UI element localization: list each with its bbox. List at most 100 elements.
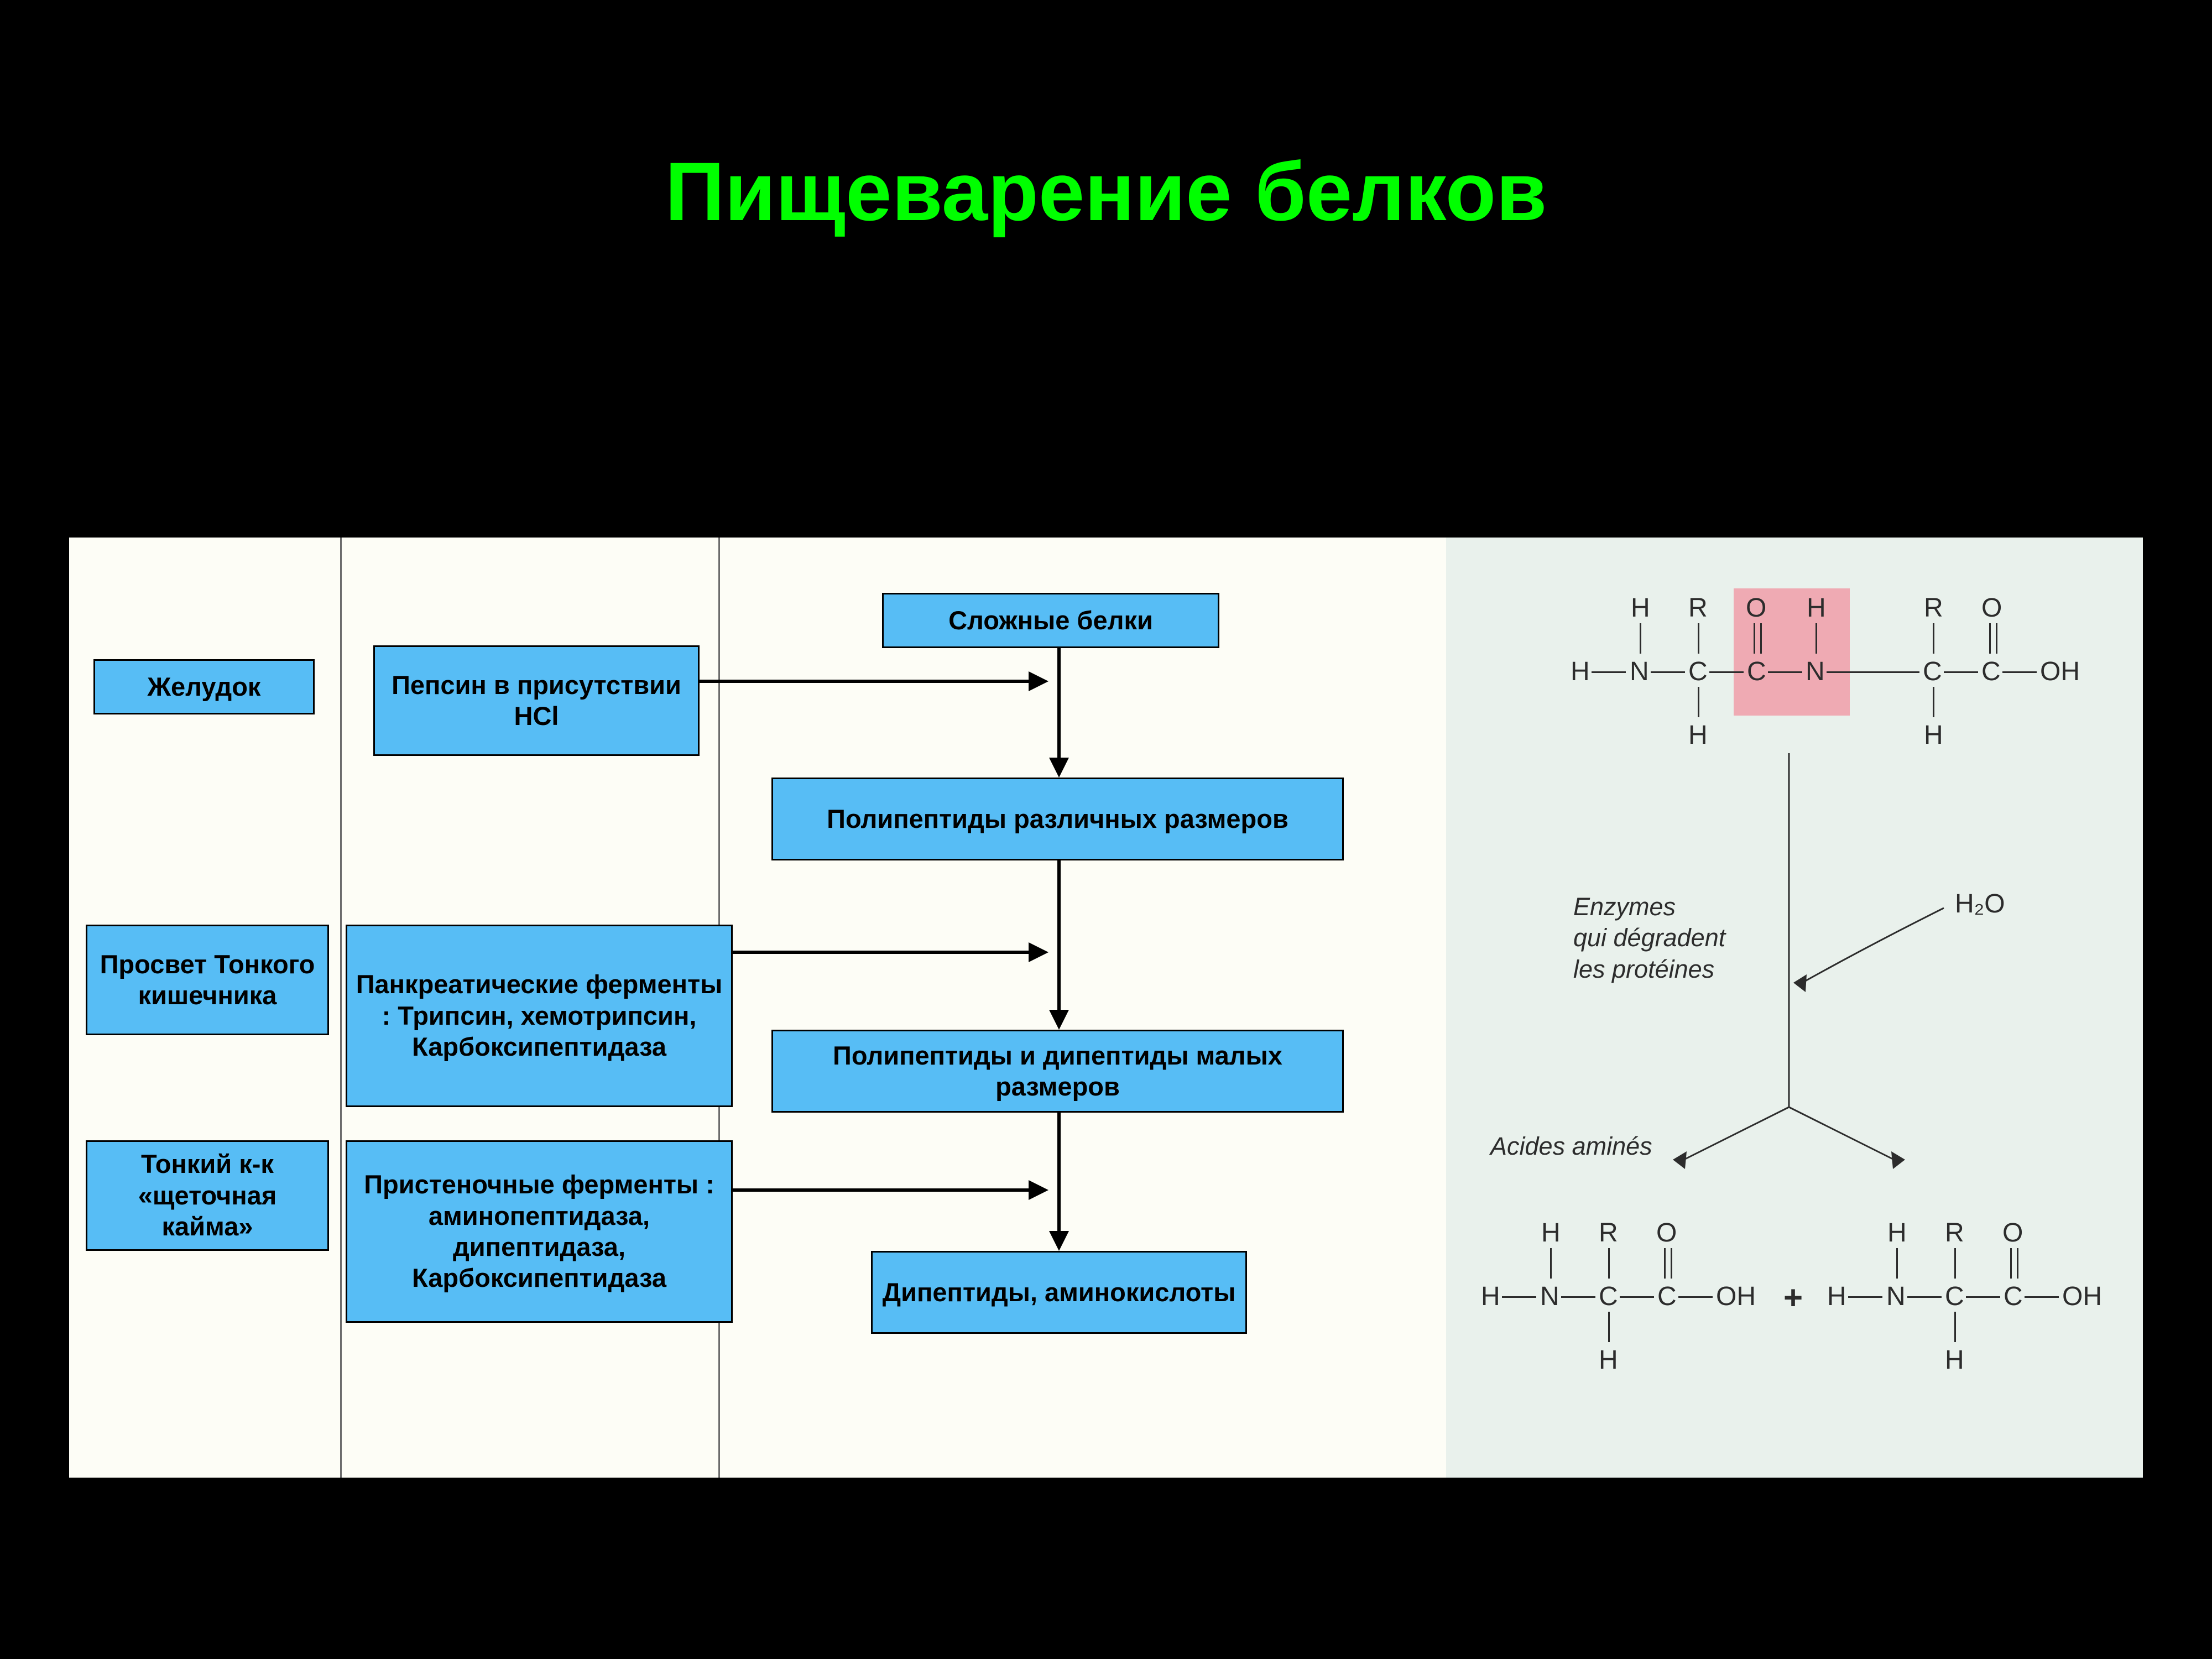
arrow-h1 — [700, 680, 1029, 683]
tv7 — [1698, 687, 1699, 717]
box-brush-border: Тонкий к-к «щеточная кайма» — [86, 1140, 329, 1251]
box-complex-proteins: Сложные белки — [882, 593, 1219, 648]
top-r2-0: H — [1571, 656, 1590, 687]
top-r1-5: R — [1924, 593, 1943, 623]
tv3b — [1760, 623, 1762, 654]
top-r1-1: H — [1631, 593, 1650, 623]
tv1 — [1640, 623, 1641, 654]
tv6b — [1996, 623, 1997, 654]
brh0 — [1848, 1296, 1882, 1298]
blh2 — [1620, 1296, 1654, 1298]
brv2 — [1954, 1248, 1956, 1279]
br-r3-1: H — [1945, 1345, 1964, 1375]
blh0 — [1502, 1296, 1536, 1298]
br-r2-1: N — [1886, 1281, 1906, 1312]
bl-r1-1: H — [1541, 1218, 1561, 1248]
brh3 — [2025, 1296, 2059, 1298]
br-r2-3: C — [2004, 1281, 2023, 1312]
arrow-v3-head — [1049, 1231, 1069, 1251]
blv1 — [1550, 1248, 1552, 1279]
arrow-h3 — [733, 1188, 1029, 1192]
tv3a — [1754, 623, 1755, 654]
arrow-h3-head — [1029, 1180, 1048, 1200]
box-stomach: Желудок — [93, 659, 315, 714]
bl-r2-3: C — [1657, 1281, 1677, 1312]
th0 — [1592, 671, 1626, 673]
top-r2-1: N — [1630, 656, 1649, 687]
page-title: Пищеварение белков — [0, 0, 2212, 239]
box-amino-acids: Дипептиды, аминокислоты — [871, 1251, 1247, 1334]
top-r2-7: C — [1981, 656, 2001, 687]
br-r1-3: O — [2002, 1218, 2023, 1248]
box-polypeptides-large: Полипептиды различных размеров — [771, 778, 1344, 860]
box-polypeptides-small: Полипептиды и дипептиды малых размеров — [771, 1030, 1344, 1113]
blv4 — [1608, 1312, 1610, 1342]
blh1 — [1561, 1296, 1595, 1298]
top-r3-2: H — [1924, 720, 1943, 750]
brh2 — [1966, 1296, 2000, 1298]
arrow-h2 — [733, 951, 1029, 954]
blv3b — [1671, 1248, 1672, 1279]
arrow-v1-head — [1049, 758, 1069, 778]
br-r1-1: H — [1887, 1218, 1907, 1248]
tv6a — [1989, 623, 1991, 654]
arrow-h2-head — [1029, 942, 1048, 962]
tv8 — [1933, 687, 1934, 717]
h2o-label: H₂O — [1955, 889, 2005, 919]
diagram-area: Желудок Просвет Тонкого кишечника Тонкий… — [69, 538, 2143, 1478]
top-r3-1: H — [1688, 720, 1708, 750]
th6 — [2002, 671, 2037, 673]
chem-panel: H R O H R O H N C C N C C OH — [1446, 538, 2143, 1478]
brh1 — [1907, 1296, 1942, 1298]
top-r1-2: R — [1688, 593, 1708, 623]
bl-r2-4: OH — [1716, 1281, 1756, 1312]
br-r1-2: R — [1945, 1218, 1964, 1248]
th2 — [1709, 671, 1744, 673]
brv3b — [2017, 1248, 2018, 1279]
blv2 — [1608, 1248, 1610, 1279]
br-r2-0: H — [1827, 1281, 1846, 1312]
top-r1-6: O — [1981, 593, 2002, 623]
enzyme-label: Enzymes qui dégradent les protéines — [1573, 891, 1725, 985]
brv3a — [2010, 1248, 2012, 1279]
box-small-intestine-lumen: Просвет Тонкого кишечника — [86, 925, 329, 1035]
top-r1-3: O — [1746, 593, 1766, 623]
bl-r2-0: H — [1481, 1281, 1500, 1312]
top-r2-3: C — [1747, 656, 1766, 687]
th1 — [1651, 671, 1685, 673]
tv5 — [1933, 623, 1934, 654]
brv1 — [1896, 1248, 1898, 1279]
box-parietal: Пристеночные ферменты : аминопептидаза, … — [346, 1140, 733, 1323]
bl-r2-2: C — [1599, 1281, 1618, 1312]
th4 — [1827, 671, 1861, 673]
top-r2-2: C — [1688, 656, 1708, 687]
box-pancreatic: Панкреатические ферменты : Трипсин, хемо… — [346, 925, 733, 1107]
br-r2-2: C — [1945, 1281, 1964, 1312]
bl-r1-3: O — [1656, 1218, 1677, 1248]
top-r2-4: N — [1806, 656, 1825, 687]
arrow-h1-head — [1029, 671, 1048, 691]
brv4 — [1954, 1312, 1956, 1342]
arrow-v3 — [1057, 1113, 1061, 1232]
box-pepsin: Пепсин в присутствии HCl — [373, 645, 700, 756]
arrow-v1 — [1057, 648, 1061, 759]
th3 — [1768, 671, 1802, 673]
arrow-v2 — [1057, 860, 1061, 1011]
plus-sign: + — [1783, 1279, 1803, 1317]
amino-acids-label: Acides aminés — [1490, 1132, 1652, 1161]
arrow-v2-head — [1049, 1010, 1069, 1030]
bl-r1-2: R — [1599, 1218, 1618, 1248]
th4b — [1861, 671, 1919, 673]
blh3 — [1678, 1296, 1713, 1298]
divider-1 — [340, 538, 342, 1478]
br-r2-4: OH — [2062, 1281, 2102, 1312]
bl-r3-1: H — [1599, 1345, 1618, 1375]
tv4 — [1815, 623, 1817, 654]
top-r2-6: C — [1923, 656, 1942, 687]
bl-r2-1: N — [1540, 1281, 1559, 1312]
th5 — [1944, 671, 1978, 673]
top-r2-8: OH — [2040, 656, 2080, 687]
tv2 — [1698, 623, 1699, 654]
blv3a — [1664, 1248, 1666, 1279]
top-r1-4: H — [1807, 593, 1826, 623]
